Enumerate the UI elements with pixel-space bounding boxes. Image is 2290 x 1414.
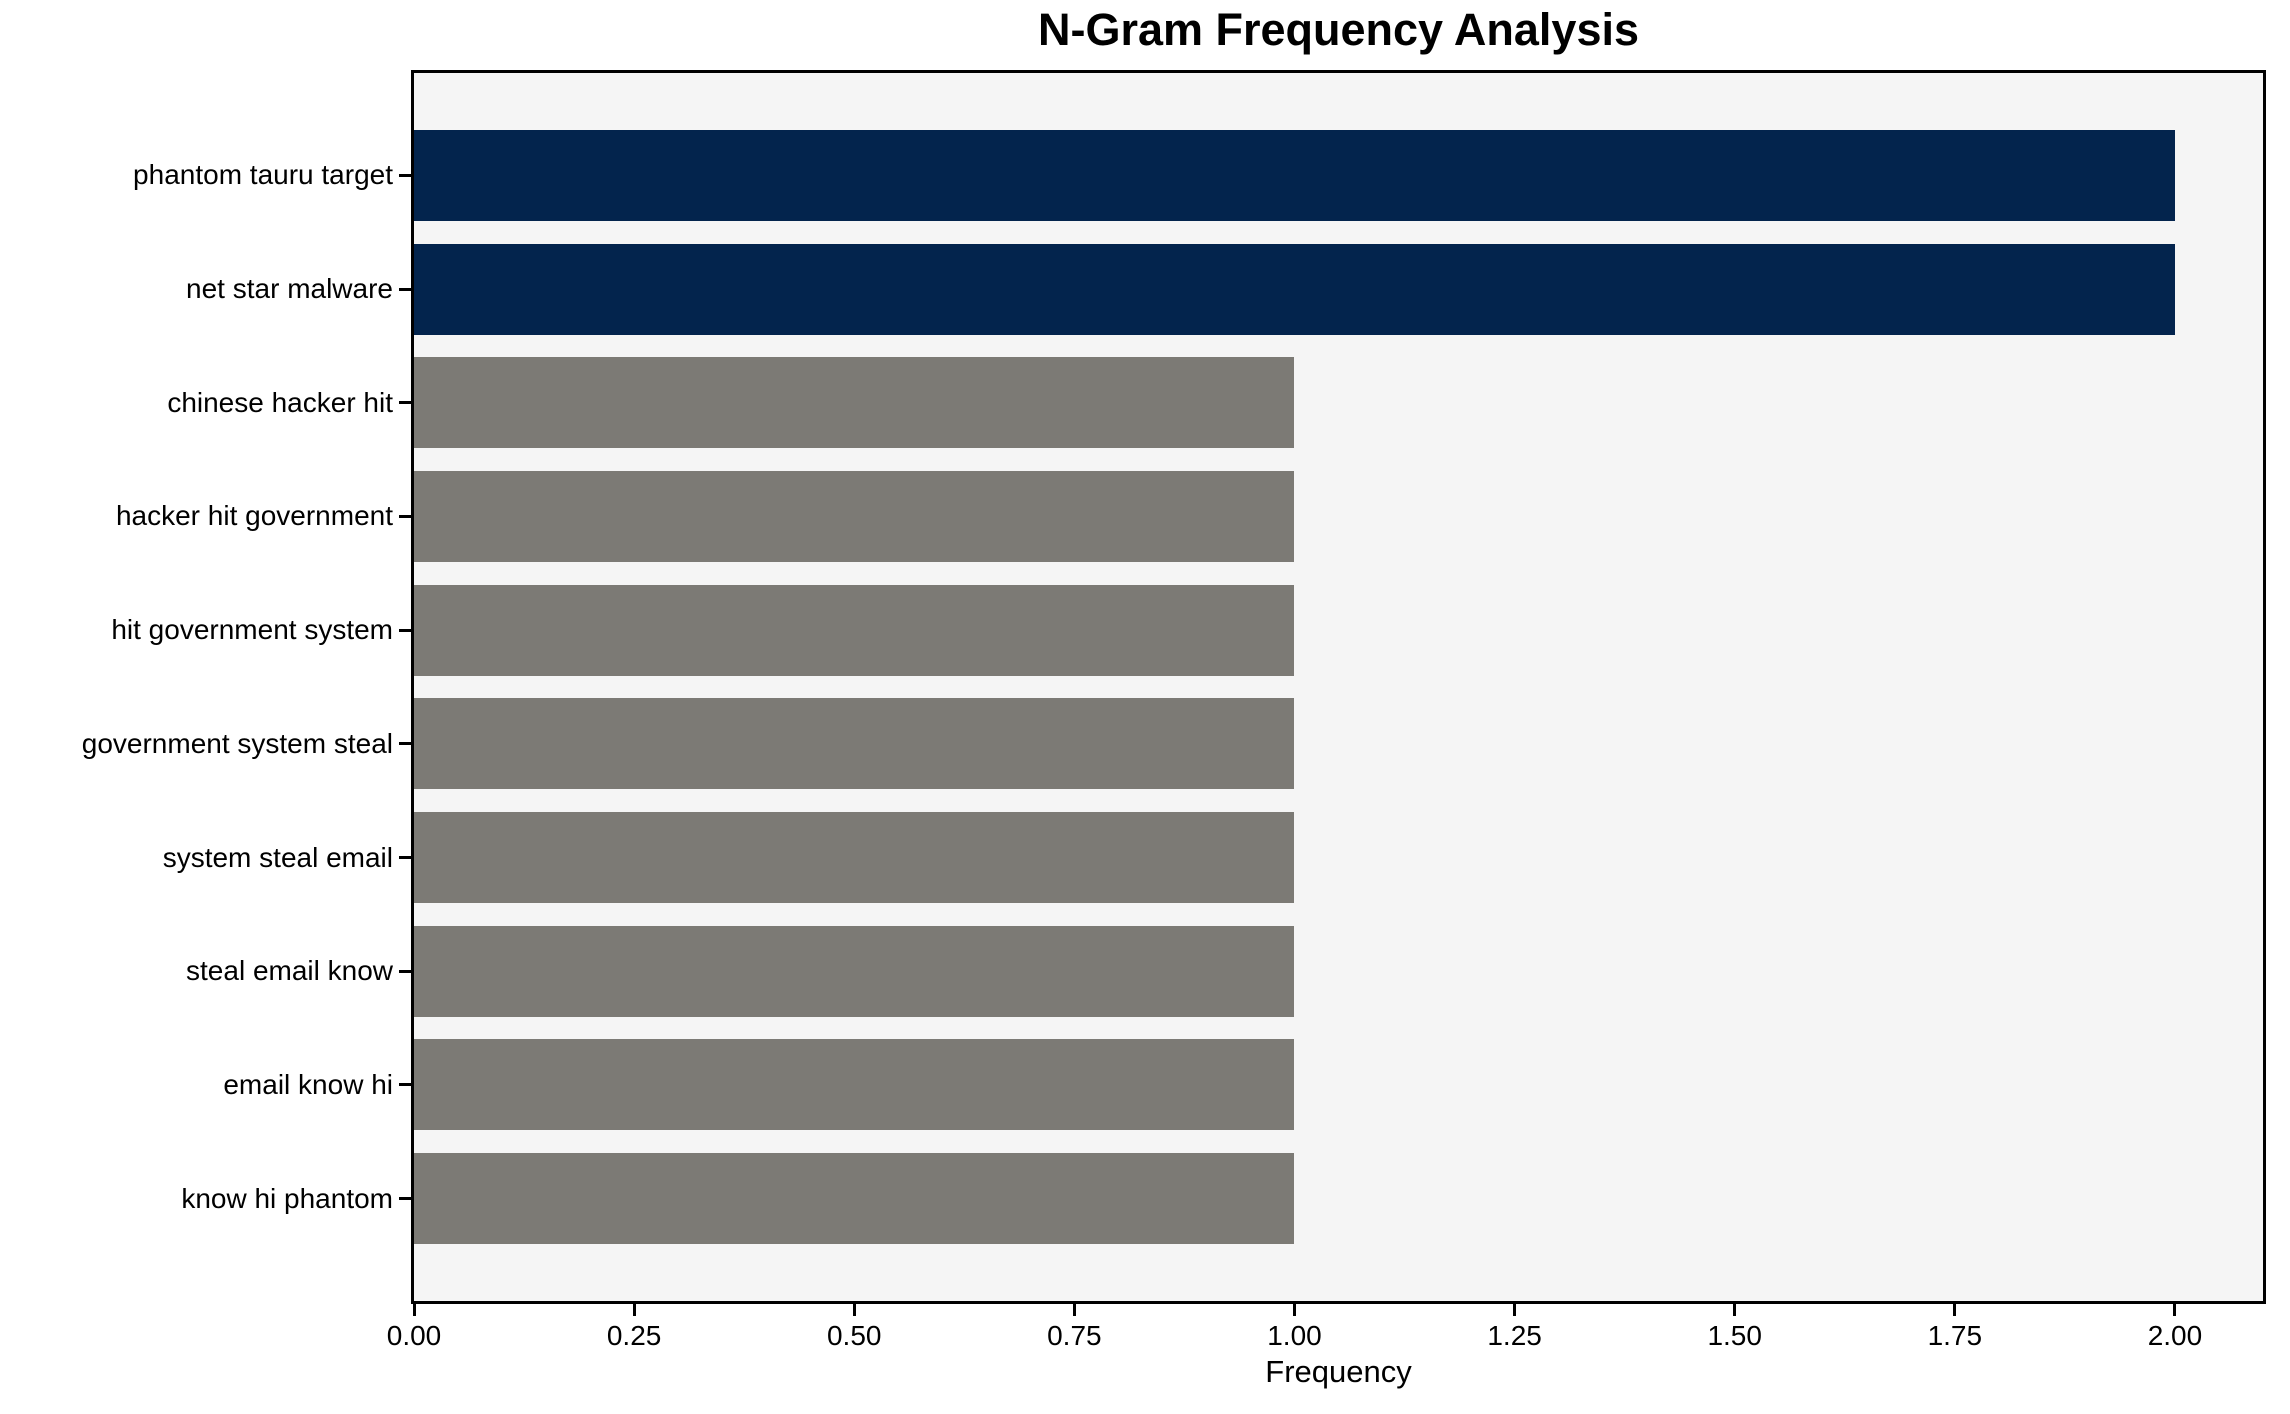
y-tick-mark	[399, 1197, 411, 1201]
bar-hit-government-system	[414, 584, 1295, 676]
bar-government-system-steal	[414, 698, 1295, 790]
y-tick-label: hit government system	[111, 614, 393, 646]
y-tick-label: government system steal	[81, 727, 393, 759]
y-tick-label: know hi phantom	[181, 1182, 393, 1214]
y-tick-label: chinese hacker hit	[167, 386, 393, 418]
y-tick-mark	[399, 969, 411, 973]
y-tick-mark	[399, 742, 411, 746]
plot-area	[411, 70, 2266, 1304]
y-tick-label: system steal email	[162, 841, 393, 873]
bar-system-steal-email	[414, 812, 1295, 904]
bar-chinese-hacker-hit	[414, 357, 1295, 449]
bar-steal-email-know	[414, 925, 1295, 1017]
x-tick-mark	[412, 1304, 416, 1316]
y-tick-mark	[399, 856, 411, 860]
x-tick-mark	[1292, 1304, 1296, 1316]
x-tick-label: 1.75	[1927, 1320, 1983, 1351]
x-tick-mark	[632, 1304, 636, 1316]
x-tick-mark	[1072, 1304, 1076, 1316]
y-tick-mark	[399, 287, 411, 291]
y-tick-mark	[399, 514, 411, 518]
x-tick-label: 0.00	[386, 1320, 442, 1351]
x-tick-label: 1.00	[1267, 1320, 1322, 1351]
x-tick-label: 1.25	[1487, 1320, 1542, 1351]
y-tick-label: email know hi	[223, 1068, 393, 1100]
y-tick-mark	[399, 173, 411, 177]
bar-net-star-malware	[414, 243, 2175, 335]
x-tick-label: 2.00	[2147, 1320, 2203, 1351]
x-tick-mark	[1733, 1304, 1737, 1316]
chart-title: N-Gram Frequency Analysis	[1037, 4, 1640, 55]
x-axis-label: Frequency	[1265, 1354, 1412, 1389]
y-tick-label: hacker hit government	[115, 500, 393, 532]
x-tick-mark	[1953, 1304, 1957, 1316]
y-tick-mark	[399, 1083, 411, 1087]
bar-know-hi-phantom	[414, 1153, 1295, 1245]
bar-hacker-hit-government	[414, 470, 1295, 562]
x-tick-label: 0.50	[826, 1320, 882, 1351]
x-tick-label: 0.25	[606, 1320, 662, 1351]
x-tick-mark	[2173, 1304, 2177, 1316]
x-tick-mark	[852, 1304, 856, 1316]
x-tick-label: 0.75	[1047, 1320, 1102, 1351]
y-tick-label: phantom tauru target	[133, 159, 393, 191]
bar-email-know-hi	[414, 1039, 1295, 1131]
bar-phantom-tauru-target	[414, 129, 2175, 221]
y-tick-mark	[399, 628, 411, 632]
y-tick-label: steal email know	[186, 955, 393, 987]
y-tick-label: net star malware	[186, 273, 393, 305]
x-tick-label: 1.50	[1707, 1320, 1762, 1351]
y-tick-mark	[399, 401, 411, 405]
x-tick-mark	[1513, 1304, 1517, 1316]
